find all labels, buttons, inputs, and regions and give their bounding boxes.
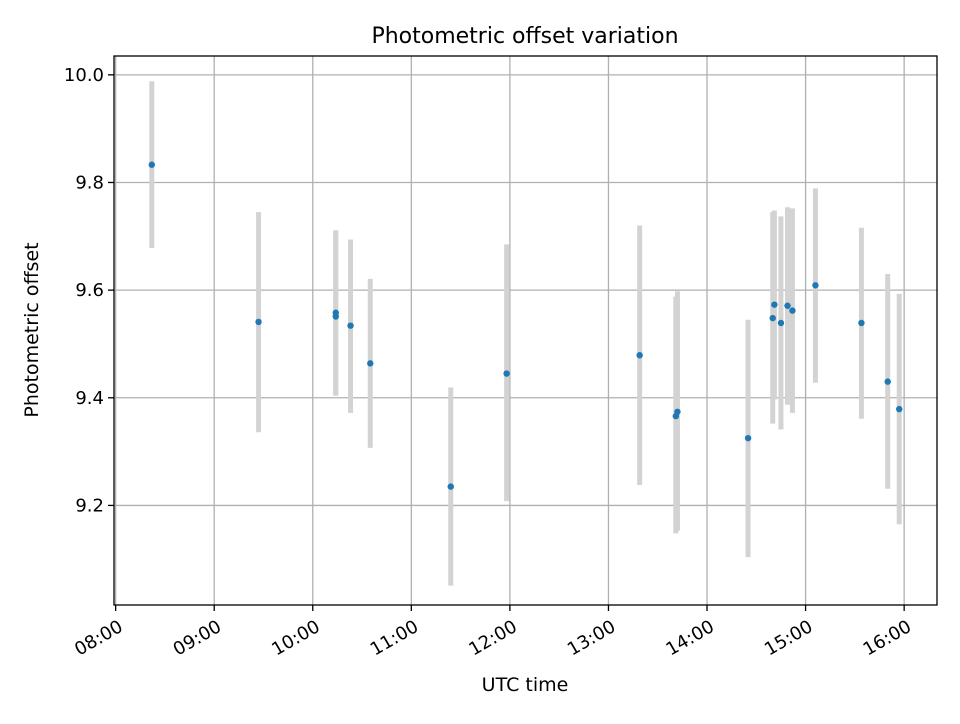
- y-tick-label: 9.4: [75, 388, 104, 409]
- data-point: [347, 322, 354, 329]
- data-point: [636, 352, 643, 359]
- plot-frame: [113, 55, 938, 606]
- data-point: [447, 483, 454, 490]
- data-point: [255, 318, 262, 326]
- y-tick-label: 9.2: [75, 495, 104, 516]
- data-point: [784, 302, 791, 309]
- data-point: [896, 405, 903, 413]
- data-point: [771, 301, 778, 308]
- data-point: [332, 313, 339, 320]
- data-point: [674, 408, 681, 415]
- data-point: [777, 319, 785, 327]
- y-tick-label: 9.6: [75, 280, 104, 301]
- data-point: [789, 307, 796, 314]
- y-axis-ticks: 9.2 9.4 9.6 9.8 10.0: [64, 65, 114, 516]
- data-point: [744, 434, 752, 442]
- data-point: [884, 378, 891, 385]
- data-point: [858, 319, 865, 327]
- x-axis-label: UTC time: [482, 674, 569, 696]
- chart-title: Photometric offset variation: [371, 24, 678, 49]
- y-axis-label: Photometric offset: [21, 242, 43, 417]
- data-point: [148, 161, 155, 168]
- y-tick-label: 9.8: [75, 172, 104, 193]
- data-points: [148, 161, 903, 490]
- data-point: [769, 314, 776, 322]
- data-point: [812, 282, 819, 289]
- grid: [114, 56, 937, 605]
- data-point: [503, 370, 510, 377]
- y-tick-label: 10.0: [64, 65, 104, 86]
- data-point: [367, 360, 374, 367]
